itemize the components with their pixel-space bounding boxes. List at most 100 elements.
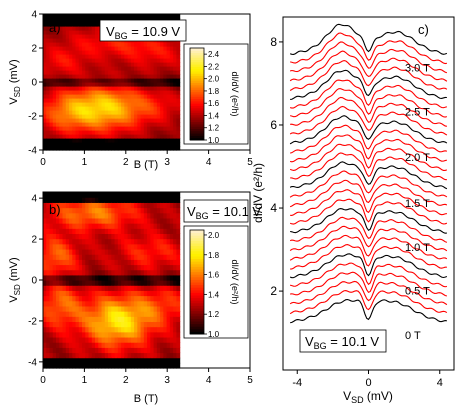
heatmap-cell xyxy=(137,94,142,99)
heatmap-cell xyxy=(173,62,177,67)
heatmap-cell xyxy=(82,78,86,83)
heatmap-cell xyxy=(108,290,112,297)
heatmap-cell xyxy=(163,243,168,250)
heatmap-cell xyxy=(124,212,129,219)
heatmap-cell xyxy=(147,243,151,250)
heatmap-cell xyxy=(176,321,181,328)
heatmap-cell xyxy=(98,228,103,235)
heatmap-cell xyxy=(104,285,109,291)
heatmap-cell xyxy=(130,50,135,55)
heatmap-cell xyxy=(46,192,51,198)
heatmap-cell xyxy=(166,342,171,348)
heatmap-cell xyxy=(43,248,47,255)
heatmap-cell xyxy=(43,14,47,19)
heatmap-cell xyxy=(124,295,129,302)
x-tick-label: 1 xyxy=(82,375,88,386)
heatmap-cell xyxy=(95,74,99,79)
heatmap-cell xyxy=(160,336,164,343)
heatmap-cell xyxy=(147,285,151,291)
heatmap-cell xyxy=(153,102,158,107)
heatmap-cell xyxy=(163,357,168,364)
heatmap-cell xyxy=(43,280,47,286)
heatmap-cell xyxy=(91,248,96,255)
colorbar-swatch xyxy=(190,331,204,335)
heatmap-cell xyxy=(150,316,155,323)
heatmap-cell xyxy=(163,66,168,71)
heatmap-cell xyxy=(147,264,151,271)
heatmap-cell xyxy=(98,285,103,291)
heatmap-cell xyxy=(143,243,148,250)
heatmap-cell xyxy=(72,146,77,151)
heatmap-cell xyxy=(124,264,129,271)
heatmap-cell xyxy=(85,336,90,343)
heatmap-cell xyxy=(82,18,86,23)
heatmap-cell xyxy=(150,126,155,131)
heatmap-cell xyxy=(111,223,116,229)
heatmap-cell xyxy=(95,342,99,348)
heatmap-cell xyxy=(78,42,83,47)
x-tick-label: 2 xyxy=(123,157,129,168)
heatmap-cell xyxy=(166,42,171,47)
heatmap-cell xyxy=(56,305,60,312)
heatmap-cell xyxy=(52,223,57,229)
heatmap-cell xyxy=(153,78,158,83)
heatmap-cell xyxy=(137,233,142,240)
heatmap-cell xyxy=(163,42,168,47)
heatmap-cell xyxy=(130,134,135,139)
heatmap-cell xyxy=(160,62,164,67)
heatmap-cell xyxy=(78,264,83,271)
heatmap-cell xyxy=(121,238,125,245)
heatmap-cell xyxy=(108,50,112,55)
heatmap-cell xyxy=(56,14,60,19)
heatmap-cell xyxy=(176,94,181,99)
heatmap-cell xyxy=(134,233,138,240)
heatmap-cell xyxy=(140,362,145,369)
colorbar-swatch xyxy=(190,315,204,319)
heatmap-cell xyxy=(78,259,83,266)
heatmap-cell xyxy=(59,331,64,338)
heatmap-cell xyxy=(85,352,90,359)
heatmap-cell xyxy=(140,102,145,107)
heatmap-cell xyxy=(124,228,129,235)
heatmap-cell xyxy=(150,138,155,143)
heatmap-cell xyxy=(147,207,151,214)
heatmap-cell xyxy=(140,138,145,143)
heatmap-cell xyxy=(127,280,132,286)
heatmap-cell xyxy=(111,326,116,333)
heatmap-cell xyxy=(69,78,73,83)
curve-minor xyxy=(289,60,448,91)
heatmap-cell xyxy=(91,34,96,39)
heatmap-cell xyxy=(130,122,135,127)
heatmap-cell xyxy=(65,86,70,91)
heatmap-cell xyxy=(108,134,112,139)
heatmap-cell xyxy=(65,146,70,151)
heatmap-cell xyxy=(65,223,70,229)
heatmap-cell xyxy=(111,269,116,276)
heatmap-cell xyxy=(78,336,83,343)
heatmap-cell xyxy=(82,42,86,47)
heatmap-cell xyxy=(72,357,77,364)
curve-major xyxy=(289,23,448,55)
heatmap-cell xyxy=(130,331,135,338)
heatmap-cell xyxy=(117,94,122,99)
heatmap-cell xyxy=(140,238,145,245)
heatmap-cell xyxy=(69,331,73,338)
heatmap-cell xyxy=(111,118,116,123)
heatmap-cell xyxy=(72,126,77,131)
heatmap-cell xyxy=(169,228,174,235)
heatmap-cell xyxy=(98,352,103,359)
heatmap-cell xyxy=(75,212,80,219)
heatmap-cell xyxy=(82,202,86,209)
heatmap-cell xyxy=(98,295,103,302)
heatmap-cell xyxy=(173,86,177,91)
heatmap-cell xyxy=(147,331,151,338)
curve-minor xyxy=(289,88,448,118)
heatmap-cell xyxy=(130,228,135,235)
heatmap-cell xyxy=(75,223,80,229)
heatmap-cell xyxy=(82,207,86,214)
heatmap-cell xyxy=(166,98,171,103)
heatmap-cell xyxy=(134,130,138,135)
heatmap-cell xyxy=(65,102,70,107)
heatmap-cell xyxy=(91,30,96,35)
heatmap-cell xyxy=(160,311,164,317)
